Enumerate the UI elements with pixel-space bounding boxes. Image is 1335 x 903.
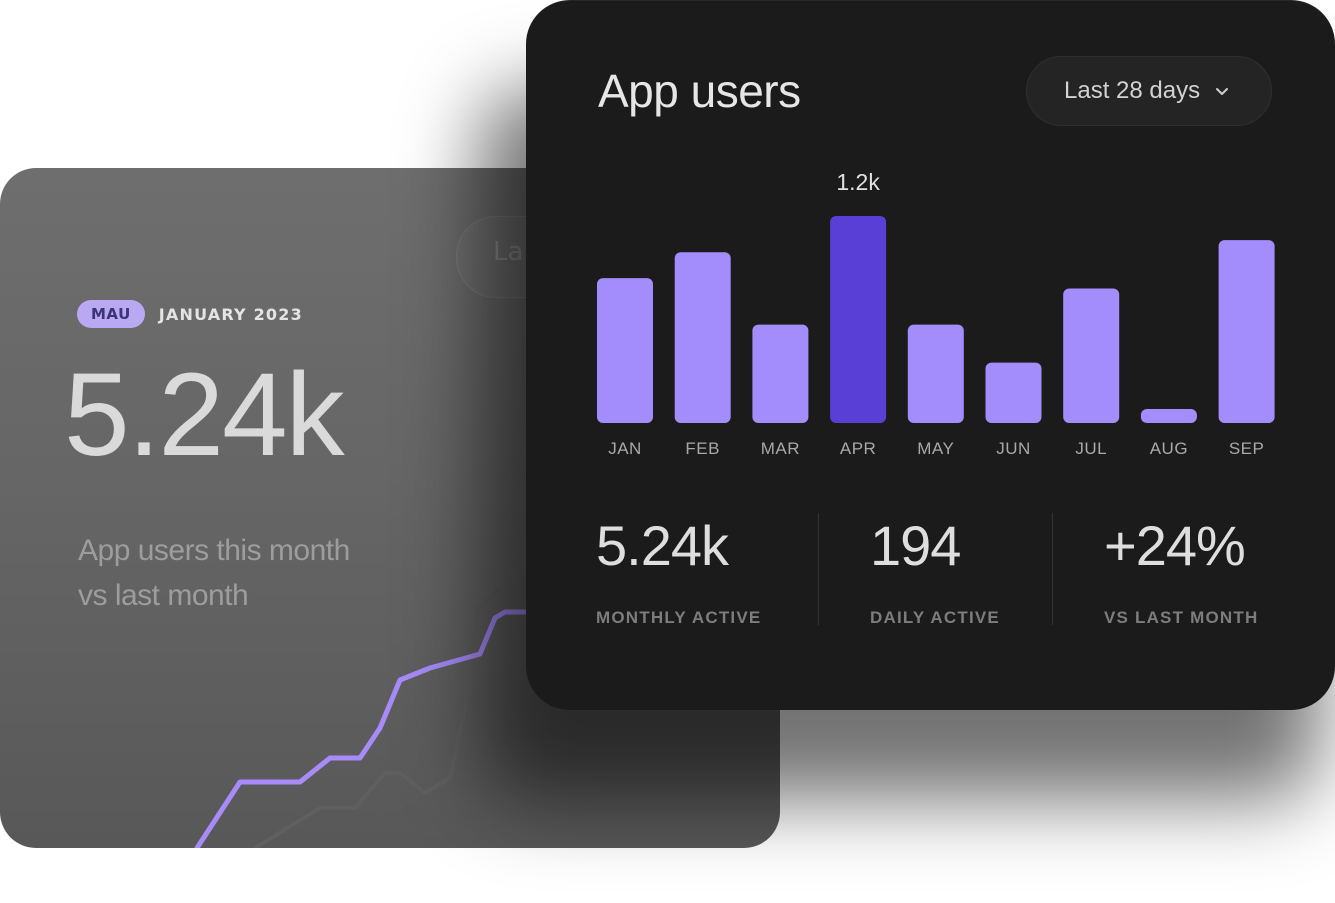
x-tick-label: JUL [1075, 439, 1107, 458]
stat-value: 5.24k [596, 514, 729, 577]
x-tick-label: FEB [685, 439, 720, 458]
bar-jul[interactable] [1063, 288, 1120, 423]
range-select-value: Last 28 days [1064, 77, 1201, 104]
mau-description: App users this month vs last month [78, 528, 418, 618]
previous-month-line [253, 586, 502, 848]
range-select[interactable]: Last 28 days [1026, 56, 1272, 126]
x-tick-label: AUG [1150, 439, 1188, 458]
stat-divider [818, 513, 819, 625]
mau-value: 5.24k [64, 349, 345, 481]
peak-value-label: 1.2k [836, 169, 880, 195]
x-tick-label: MAY [917, 439, 954, 458]
bar-feb[interactable] [674, 252, 731, 423]
x-tick-label: SEP [1229, 439, 1265, 458]
x-tick-label: MAR [761, 439, 800, 458]
stat-value: +24% [1104, 514, 1246, 577]
bar-jan[interactable] [597, 278, 653, 423]
mau-period: JANUARY 2023 [158, 304, 303, 324]
app-users-card: App users Last 28 days JAN FEB MAR APR 1.2k M… [526, 0, 1335, 710]
bar-mar[interactable] [752, 324, 809, 423]
bar-jun[interactable] [985, 362, 1042, 423]
x-tick-label: APR [840, 439, 876, 458]
mau-header: MAU JANUARY 2023 [77, 300, 303, 328]
stat-label: VS LAST MONTH [1104, 608, 1259, 627]
stat-daily-active: 194 DAILY ACTIVE [870, 518, 1000, 628]
chevron-down-icon [1216, 88, 1229, 95]
app-users-bar-chart: JAN FEB MAR APR 1.2k MAY JUN JUL AUG SEP [597, 169, 1275, 458]
card-title: App users [598, 65, 801, 117]
stat-label: DAILY ACTIVE [870, 608, 1000, 627]
current-month-line [194, 609, 528, 848]
x-tick-label: JAN [608, 439, 642, 458]
x-tick-label: JUN [996, 439, 1031, 458]
bar-apr[interactable] [830, 216, 887, 423]
stat-value: 194 [870, 514, 961, 577]
bar-aug[interactable] [1140, 409, 1197, 423]
mau-badge: MAU [77, 300, 145, 328]
stat-label: MONTHLY ACTIVE [596, 608, 762, 627]
stat-divider [1052, 513, 1053, 625]
stat-monthly-active: 5.24k MONTHLY ACTIVE [596, 518, 761, 628]
stat-vs-last-month: +24% VS LAST MONTH [1104, 518, 1258, 628]
bar-may[interactable] [907, 324, 964, 423]
mau-description-line-2: vs last month [78, 579, 249, 612]
mau-description-line-1: App users this month [78, 534, 350, 567]
bar-sep[interactable] [1218, 240, 1275, 423]
